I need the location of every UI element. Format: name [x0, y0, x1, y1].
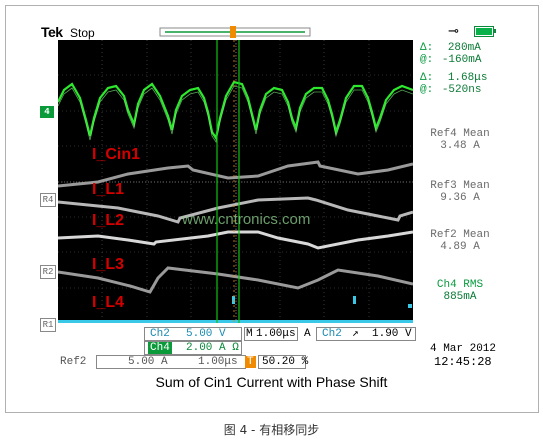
label-i-l1: I_L1 [92, 181, 125, 198]
label-i-l4: I_L4 [92, 294, 125, 311]
ch2-scale: 5.00 V [186, 328, 226, 340]
ref1-trace [58, 266, 413, 294]
measurement-value: 885mA [443, 291, 477, 303]
timebase-box[interactable] [244, 327, 298, 341]
measurement-value: 4.89 A [440, 241, 480, 253]
trigger-mode: A [304, 328, 311, 340]
trigger-box[interactable] [316, 327, 416, 341]
trigger-position-icon: T [245, 356, 256, 368]
power-plug-icon: ⊸ [448, 23, 459, 38]
label-i-cin1: I_Cin1 [92, 146, 141, 163]
measurement-label: Ref3 Mean [430, 180, 490, 192]
tek-logo: Tek [41, 24, 63, 40]
acquisition-status: Stop [70, 26, 95, 40]
ch2-label: Ch2 [150, 328, 170, 340]
waveform-display[interactable] [58, 40, 413, 323]
label-i-l3: I_L3 [92, 256, 125, 273]
timebase-label: M [246, 328, 253, 340]
delta-current-label: Δ: [420, 42, 434, 54]
ch4-trace [58, 80, 413, 144]
measurement-value: 9.36 A [440, 192, 480, 204]
measurement-ref3[interactable]: Ref3 Mean 9.36 A [426, 180, 494, 204]
watermark-text: www.cntronics.com [182, 211, 311, 228]
trigger-source: Ch2 [322, 328, 342, 340]
timebase-value: 1.00μs [256, 328, 296, 340]
ref2-scale: 5.00 A [128, 356, 168, 368]
trigger-level: 1.90 V [372, 328, 412, 340]
figure-caption: 图 4 - 有相移同步 [223, 423, 320, 437]
delta-time-value: 1.68μs [447, 72, 488, 84]
ch4-marker[interactable]: 4 [40, 106, 54, 118]
figure-title: Sum of Cin1 Current with Phase Shift [155, 374, 388, 390]
measurement-label: Ref2 Mean [430, 229, 490, 241]
battery-tip-icon [494, 29, 496, 33]
ch2-trace [58, 296, 413, 323]
at-time-label: @: [420, 84, 434, 96]
trigger-position-box[interactable] [258, 355, 306, 369]
measurement-ch4[interactable]: Ch4 RMS 885mA [426, 279, 494, 303]
measurement-label: Ch4 RMS [436, 279, 484, 291]
measurement-ref2[interactable]: Ref2 Mean 4.89 A [426, 229, 494, 253]
measurement-ref4[interactable]: Ref4 Mean 3.48 A [426, 128, 494, 152]
ref2-marker[interactable]: R2 [40, 265, 56, 279]
delta-current-value: 280mA [447, 42, 481, 54]
battery-icon [474, 26, 494, 37]
ch4-scale: 2.00 A Ω [186, 342, 239, 354]
delta-time-label: Δ: [420, 72, 434, 84]
ref1-marker[interactable]: R1 [40, 318, 56, 332]
trigger-slope-icon: ↗ [352, 328, 359, 340]
ref3-trace [58, 196, 413, 224]
ref2-trace [58, 230, 413, 250]
at-current-label: @: [420, 54, 434, 66]
waveform-canvas [58, 40, 413, 323]
at-time-value: -520ns [441, 84, 482, 96]
scope-time: 12:45:28 [434, 355, 492, 369]
measurement-label: Ref4 Mean [430, 128, 490, 140]
ref4-marker[interactable]: R4 [40, 193, 56, 207]
ref2-label: Ref2 [60, 356, 87, 368]
cursor-readout: Δ: 280mA @: -160mA Δ: 1.68μs @: -520ns [420, 42, 487, 96]
ref4-trace [58, 160, 413, 188]
measurement-value: 3.48 A [440, 140, 480, 152]
label-i-l2: I_L2 [92, 212, 125, 229]
at-current-value: -160mA [441, 54, 482, 66]
ref2-time: 1.00μs [198, 356, 238, 368]
scope-date: 4 Mar 2012 [430, 343, 497, 355]
ch2-scale-box[interactable] [144, 327, 242, 341]
ch4-label: Ch4 [148, 342, 172, 354]
trigger-position-value: 50.20 % [262, 356, 309, 368]
